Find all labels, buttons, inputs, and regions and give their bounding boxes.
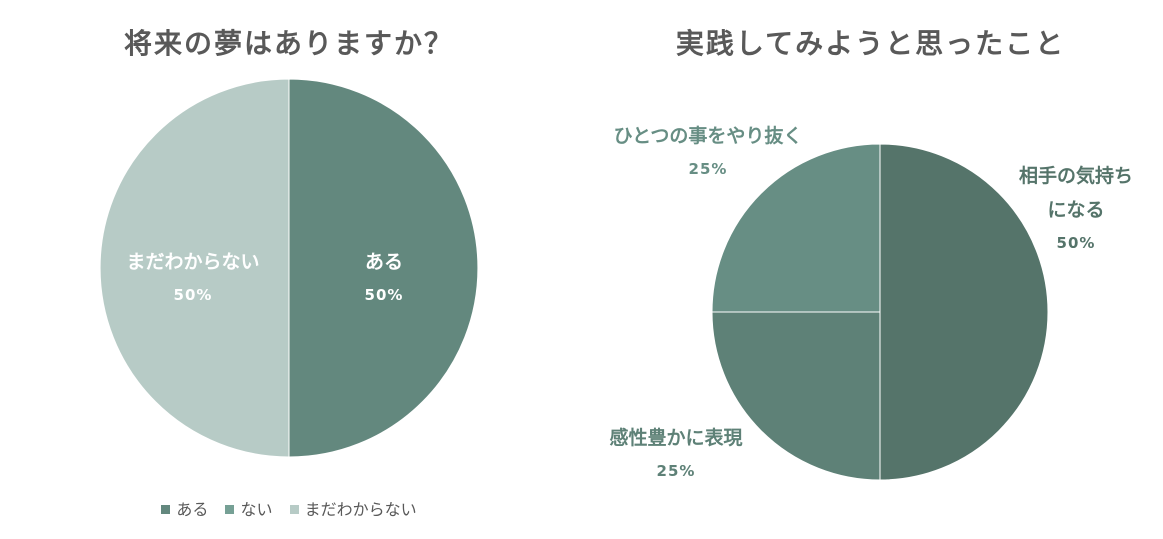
pie-slice — [711, 143, 881, 313]
chart-title: 将来の夢はありますか？ — [123, 27, 454, 60]
slice-percent-label: 25% — [657, 462, 696, 480]
legend-swatch — [289, 505, 299, 514]
chart-practice: 実践してみようと思ったこと 相手の気持ち になる 50% 感性豊かに表現 25% ひとつの… — [578, 0, 1163, 539]
pie-slice — [711, 311, 881, 481]
slice-percent-label: 50% — [365, 286, 404, 304]
pie-slice — [99, 78, 290, 458]
chart-dream: 将来の夢はありますか？ ある 50% まだわからない 50% ある ない まだわからな… — [0, 0, 578, 539]
pie-slice — [288, 78, 479, 458]
slice-label: ひとつの事をやり抜く — [614, 124, 803, 147]
slice-label: ある — [365, 251, 403, 273]
slice-percent-label: 25% — [689, 160, 728, 178]
legend-label: ない — [240, 500, 273, 519]
legend: ある ない まだわからない — [0, 496, 578, 520]
chart-title: 実践してみようと思ったこと — [675, 27, 1066, 60]
slice-label: になる — [1047, 199, 1104, 221]
legend-label: まだわからない — [304, 500, 417, 519]
slice-label: まだわからない — [126, 251, 259, 273]
slice-label: 感性豊かに表現 — [609, 426, 742, 449]
legend-item-nai: ない — [225, 496, 273, 520]
legend-swatch — [161, 505, 171, 514]
legend-item-madawakaranai: まだわからない — [289, 496, 417, 520]
legend-item-aru: ある — [161, 496, 208, 520]
legend-label: ある — [176, 500, 209, 519]
pie-chart-dream: ある 50% まだわからない 50% — [99, 78, 479, 458]
slice-label: 相手の気持ち — [1019, 164, 1133, 187]
pie-slice — [879, 143, 1049, 481]
slice-percent-label: 50% — [174, 286, 213, 304]
legend-swatch — [225, 505, 235, 514]
slice-percent-label: 50% — [1057, 234, 1096, 252]
